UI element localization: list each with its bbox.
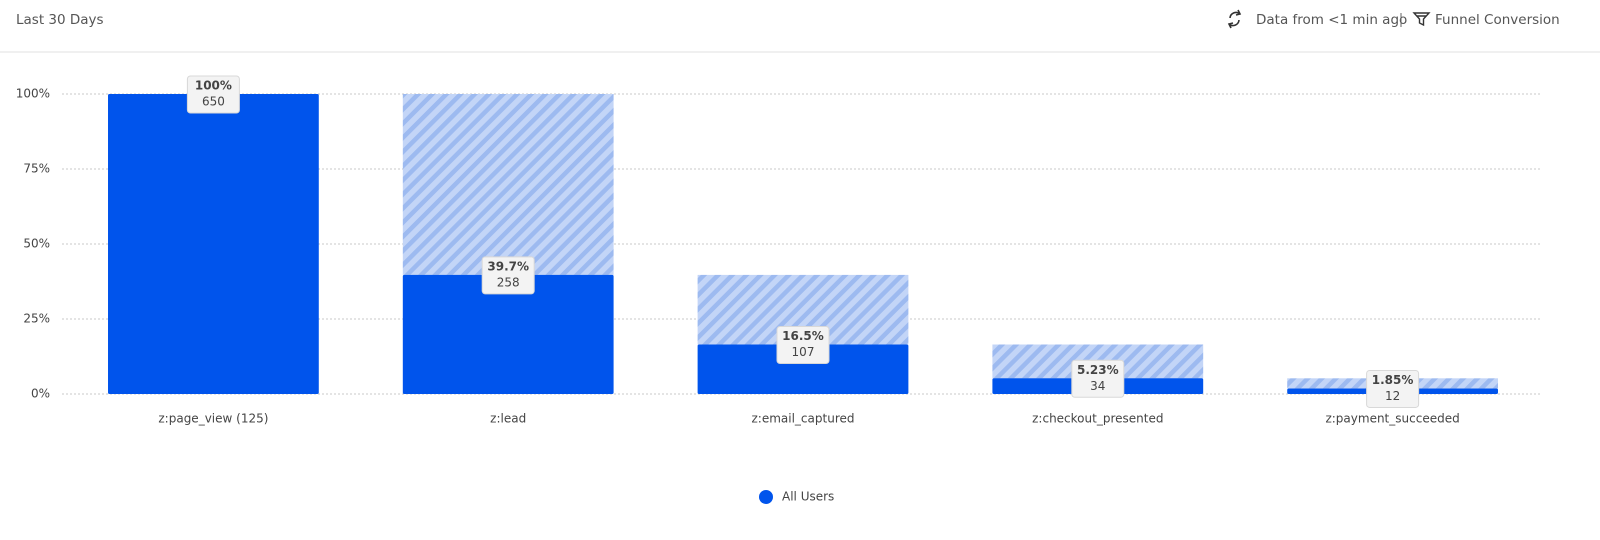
data-freshness: Data from <1 min ago xyxy=(1256,12,1407,28)
count-label: 34 xyxy=(1090,379,1105,393)
dropoff-bar xyxy=(402,94,614,275)
count-label: 107 xyxy=(792,345,815,359)
value-label-box xyxy=(186,75,240,114)
y-tick-label: 25% xyxy=(23,312,50,326)
bar xyxy=(402,274,614,394)
value-label-box xyxy=(776,326,830,364)
refresh-icon[interactable] xyxy=(1227,9,1242,29)
legend-label[interactable]: All Users xyxy=(782,490,834,504)
count-label: 258 xyxy=(497,275,520,289)
value-label-box xyxy=(481,256,535,295)
x-tick-label: z:page_view (125) xyxy=(158,412,268,426)
value-label: 5.23% xyxy=(1077,363,1119,377)
value-label-box xyxy=(1071,359,1125,398)
bar xyxy=(108,94,319,394)
legend-marker[interactable] xyxy=(759,490,773,504)
date-range[interactable]: Last 30 Days xyxy=(16,12,104,28)
y-tick-label: 0% xyxy=(31,387,50,401)
value-label: 39.7% xyxy=(487,259,529,273)
x-tick-label: z:payment_succeeded xyxy=(1325,412,1459,426)
x-tick-label: z:email_captured xyxy=(752,412,855,426)
funnel-icon[interactable] xyxy=(1412,12,1431,27)
view-selector[interactable]: Funnel Conversion xyxy=(1435,12,1560,28)
value-label-box xyxy=(1366,369,1420,408)
count-label: 650 xyxy=(202,95,225,109)
x-tick-label: z:lead xyxy=(490,412,526,426)
y-tick-label: 100% xyxy=(16,87,50,101)
count-label: 12 xyxy=(1385,389,1400,403)
chart: 0% 25% 50% 75% 100% 100% 650 z:page_view (125) 3… xyxy=(16,75,1540,504)
y-tick-label: 75% xyxy=(23,162,50,176)
x-tick-label: z:checkout_presented xyxy=(1032,412,1163,426)
bar xyxy=(697,344,909,394)
value-label: 16.5% xyxy=(782,329,824,343)
value-label: 1.85% xyxy=(1372,373,1414,387)
y-tick-label: 50% xyxy=(23,237,50,251)
value-label: 100% xyxy=(195,79,232,93)
